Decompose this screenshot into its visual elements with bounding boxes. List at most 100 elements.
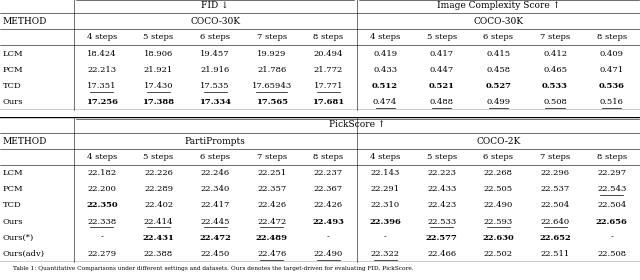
Text: COCO-2K: COCO-2K — [476, 137, 520, 146]
Text: 22.237: 22.237 — [314, 169, 343, 177]
Text: Ours: Ours — [3, 218, 23, 226]
Text: 22.511: 22.511 — [540, 250, 570, 258]
Text: 21.916: 21.916 — [200, 66, 230, 74]
Text: PickScore ↑: PickScore ↑ — [328, 120, 385, 129]
Text: 5 steps: 5 steps — [427, 153, 457, 161]
Text: 0.412: 0.412 — [543, 50, 567, 58]
Text: 0.409: 0.409 — [600, 50, 623, 58]
Text: LCM: LCM — [3, 169, 23, 177]
Text: Ours: Ours — [3, 98, 23, 106]
Text: 22.489: 22.489 — [256, 234, 288, 242]
Text: 22.251: 22.251 — [257, 169, 287, 177]
Text: 20.494: 20.494 — [314, 50, 343, 58]
Text: 0.521: 0.521 — [429, 82, 455, 90]
Text: 4 steps: 4 steps — [87, 153, 117, 161]
Text: 22.143: 22.143 — [371, 169, 400, 177]
Text: 22.504: 22.504 — [597, 201, 627, 209]
Text: 18.906: 18.906 — [144, 50, 173, 58]
Text: 6 steps: 6 steps — [483, 153, 513, 161]
Text: 22.396: 22.396 — [369, 218, 401, 226]
Text: 22.508: 22.508 — [597, 250, 627, 258]
Text: 7 steps: 7 steps — [540, 33, 570, 41]
Text: 22.322: 22.322 — [371, 250, 399, 258]
Text: TCD: TCD — [3, 201, 21, 209]
Text: 22.426: 22.426 — [314, 201, 343, 209]
Text: Ours(adv): Ours(adv) — [3, 250, 45, 258]
Text: 22.182: 22.182 — [87, 169, 116, 177]
Text: 17.535: 17.535 — [200, 82, 230, 90]
Text: 21.921: 21.921 — [144, 66, 173, 74]
Text: 22.533: 22.533 — [427, 218, 456, 226]
Text: TCD: TCD — [3, 82, 21, 90]
Text: 22.297: 22.297 — [597, 169, 627, 177]
Text: 22.223: 22.223 — [428, 169, 456, 177]
Text: METHOD: METHOD — [3, 137, 47, 146]
Text: 0.433: 0.433 — [373, 66, 397, 74]
Text: 22.338: 22.338 — [87, 218, 116, 226]
Text: 17.771: 17.771 — [314, 82, 343, 90]
Text: 22.417: 22.417 — [200, 201, 230, 209]
Text: 22.367: 22.367 — [314, 185, 343, 193]
Text: 19.457: 19.457 — [200, 50, 230, 58]
Text: 5 steps: 5 steps — [143, 33, 173, 41]
Text: 22.450: 22.450 — [200, 250, 230, 258]
Text: 5 steps: 5 steps — [427, 33, 457, 41]
Text: 0.488: 0.488 — [429, 98, 454, 106]
Text: 0.471: 0.471 — [600, 66, 624, 74]
Text: 0.447: 0.447 — [429, 66, 454, 74]
Text: PCM: PCM — [3, 66, 23, 74]
Text: 22.246: 22.246 — [200, 169, 230, 177]
Text: 22.640: 22.640 — [540, 218, 570, 226]
Text: 22.310: 22.310 — [371, 201, 400, 209]
Text: 4 steps: 4 steps — [370, 153, 400, 161]
Text: 0.419: 0.419 — [373, 50, 397, 58]
Text: 0.512: 0.512 — [372, 82, 398, 90]
Text: 22.289: 22.289 — [144, 185, 173, 193]
Text: 4 steps: 4 steps — [370, 33, 400, 41]
Text: 0.536: 0.536 — [598, 82, 625, 90]
Text: 22.414: 22.414 — [144, 218, 173, 226]
Text: 22.388: 22.388 — [144, 250, 173, 258]
Text: 0.458: 0.458 — [486, 66, 511, 74]
Text: 22.476: 22.476 — [257, 250, 287, 258]
Text: 0.533: 0.533 — [542, 82, 568, 90]
Text: 8 steps: 8 steps — [596, 153, 627, 161]
Text: LCM: LCM — [3, 50, 23, 58]
Text: PartiPrompts: PartiPrompts — [185, 137, 246, 146]
Text: 22.296: 22.296 — [541, 169, 570, 177]
Text: 22.652: 22.652 — [539, 234, 571, 242]
Text: 19.929: 19.929 — [257, 50, 287, 58]
Text: -: - — [100, 234, 103, 242]
Text: 22.279: 22.279 — [87, 250, 116, 258]
Text: 0.499: 0.499 — [486, 98, 511, 106]
Text: 22.200: 22.200 — [88, 185, 116, 193]
Text: Image Complexity Score ↑: Image Complexity Score ↑ — [437, 1, 560, 10]
Text: 0.474: 0.474 — [373, 98, 397, 106]
Text: 22.431: 22.431 — [143, 234, 175, 242]
Text: 22.466: 22.466 — [427, 250, 456, 258]
Text: Table 1: Quantitative Comparisons under different settings and datasets. Ours de: Table 1: Quantitative Comparisons under … — [13, 266, 413, 271]
Text: 0.417: 0.417 — [429, 50, 454, 58]
Text: 22.426: 22.426 — [257, 201, 287, 209]
Text: 5 steps: 5 steps — [143, 153, 173, 161]
Text: 22.490: 22.490 — [314, 250, 343, 258]
Text: 22.291: 22.291 — [371, 185, 400, 193]
Text: 22.577: 22.577 — [426, 234, 458, 242]
Text: 22.656: 22.656 — [596, 218, 628, 226]
Text: 18.424: 18.424 — [87, 50, 116, 58]
Text: 0.527: 0.527 — [485, 82, 511, 90]
Text: 6 steps: 6 steps — [200, 33, 230, 41]
Text: 8 steps: 8 steps — [314, 33, 344, 41]
Text: 0.508: 0.508 — [543, 98, 567, 106]
Text: 22.502: 22.502 — [484, 250, 513, 258]
Text: 22.537: 22.537 — [540, 185, 570, 193]
Text: 17.65943: 17.65943 — [252, 82, 292, 90]
Text: 22.472: 22.472 — [257, 218, 287, 226]
Text: COCO-30K: COCO-30K — [190, 17, 240, 26]
Text: 0.465: 0.465 — [543, 66, 567, 74]
Text: FID ↓: FID ↓ — [202, 1, 229, 10]
Text: 6 steps: 6 steps — [483, 33, 513, 41]
Text: 22.402: 22.402 — [144, 201, 173, 209]
Text: 22.593: 22.593 — [484, 218, 513, 226]
Text: 8 steps: 8 steps — [596, 33, 627, 41]
